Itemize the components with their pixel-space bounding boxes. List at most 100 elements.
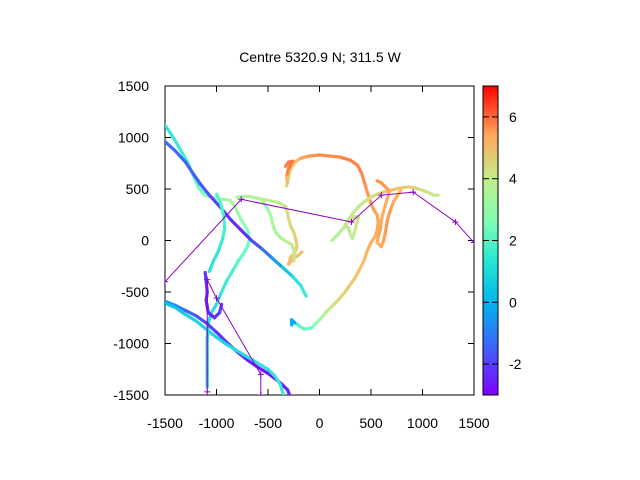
waypoint-marker: [238, 196, 245, 203]
x-tick-label: 500: [359, 415, 383, 431]
waypoint-marker: [348, 218, 355, 225]
waypoint-marker: [204, 388, 211, 395]
colorbar-tick-label: 4: [509, 171, 517, 187]
track-segment: [235, 194, 249, 199]
track-segment: [249, 238, 264, 251]
x-tick-label: -1000: [199, 415, 235, 431]
track-segment: [173, 303, 188, 313]
track-segment: [214, 335, 229, 347]
colorbar-axis: -2 0 2 4 6: [483, 109, 522, 372]
y-tick-label: -500: [121, 284, 149, 300]
track-segment: [214, 192, 223, 206]
track-segment: [207, 259, 216, 273]
x-axis: -1500 -1000 -500 0 500 1000 1500: [147, 86, 490, 431]
waypoint-routes: [165, 189, 474, 395]
track: [207, 192, 227, 273]
track-segment: [194, 314, 208, 325]
track-segment: [396, 188, 403, 197]
track-segment: [266, 198, 280, 204]
track-segment: [256, 361, 270, 371]
track-segment: [199, 183, 212, 198]
x-tick-label: 0: [316, 415, 324, 431]
track-segment: [256, 196, 270, 202]
waypoint-marker: [471, 239, 474, 246]
track-segment: [225, 342, 239, 353]
track-segment: [245, 194, 260, 200]
y-tick-label: 500: [126, 181, 150, 197]
track-segment: [338, 155, 352, 162]
track-segment: [216, 236, 225, 253]
track-segment: [280, 265, 295, 279]
track-segment: [317, 153, 332, 158]
track-segment: [297, 250, 304, 257]
y-tick-label: 1500: [118, 78, 149, 94]
track-segment: [171, 135, 183, 152]
track-segment: [328, 154, 342, 159]
colorbar-tick-label: 0: [509, 294, 517, 310]
y-tick-label: -1000: [113, 336, 149, 352]
track-segment: [214, 292, 223, 306]
track: [165, 299, 292, 395]
y-tick-label: 0: [141, 233, 149, 249]
track-segment: [165, 140, 177, 153]
track-segment: [225, 268, 235, 283]
track-segment: [184, 160, 196, 177]
waypoint-marker: [213, 295, 220, 302]
track-segment: [307, 153, 322, 158]
track-segment: [165, 299, 177, 307]
track-segment: [381, 199, 389, 214]
x-tick-label: 1000: [407, 415, 438, 431]
track-segment: [256, 365, 270, 375]
waypoint-marker: [378, 192, 385, 199]
y-tick-label: -1500: [113, 387, 149, 403]
track: [165, 301, 286, 395]
track-segment: [165, 123, 175, 140]
track-segment: [219, 279, 229, 296]
track: [290, 318, 297, 327]
track-segment: [363, 182, 370, 196]
track-segment: [194, 319, 208, 331]
track-segment: [360, 171, 367, 186]
track-segment: [208, 194, 223, 210]
track: [261, 199, 297, 263]
track-segment: [178, 148, 190, 164]
track-segment: [365, 240, 373, 254]
track: [283, 159, 295, 185]
track-segment: [165, 301, 177, 310]
colorbar-tick-label: 6: [509, 109, 517, 125]
track-segment: [235, 349, 249, 359]
track-segment: [270, 256, 285, 269]
track-segment: [214, 330, 229, 345]
track-segment: [385, 208, 393, 222]
track-segment: [219, 201, 226, 218]
track-segment: [192, 172, 203, 187]
track-segment: [383, 218, 390, 234]
track: [343, 215, 361, 241]
track-segment: [362, 250, 369, 263]
track-segment: [204, 321, 219, 334]
chart-title: Centre 5320.9 N; 311.5 W: [239, 49, 401, 65]
waypoint-marker: [410, 189, 417, 196]
track-segment: [229, 218, 243, 232]
track-segment: [211, 249, 221, 263]
colorbar-tick-label: -2: [509, 356, 522, 372]
track-segment: [346, 215, 356, 222]
x-tick-label: 1500: [458, 415, 489, 431]
colorbar-tick-label: 2: [509, 233, 517, 249]
y-tick-label: 1000: [118, 130, 149, 146]
y-axis: -1500 -1000 -500 0 500 1000 1500: [113, 78, 474, 403]
track-segment: [284, 175, 290, 185]
track-segment: [209, 302, 219, 315]
track-segment: [292, 251, 297, 263]
track-segment: [384, 189, 392, 203]
track-segment: [299, 284, 308, 298]
track-segment: [184, 308, 198, 318]
track-segment: [278, 383, 286, 395]
tracks-layer: [165, 123, 440, 395]
track-segment: [261, 199, 270, 212]
x-tick-label: -500: [254, 415, 282, 431]
track-segment: [239, 228, 254, 243]
track-segment: [204, 327, 219, 339]
track-segment: [173, 305, 188, 317]
